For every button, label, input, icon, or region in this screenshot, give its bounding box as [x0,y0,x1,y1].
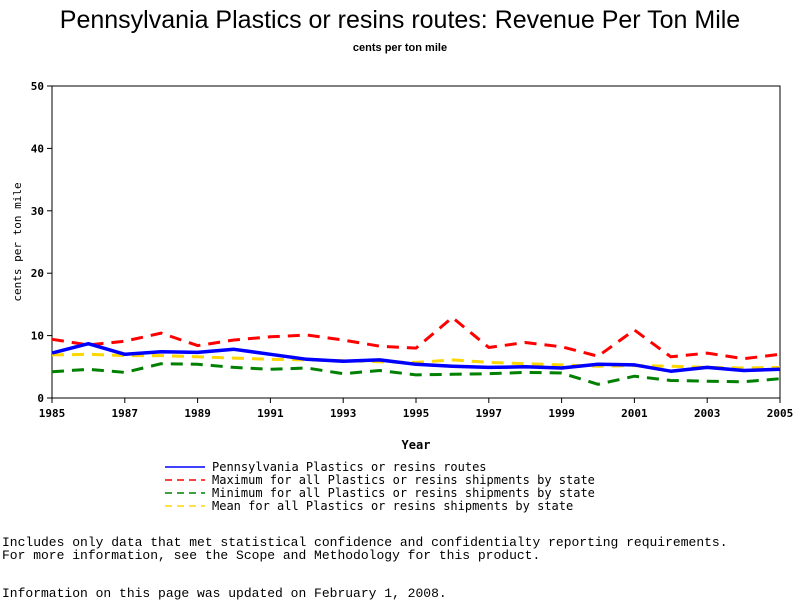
x-tick-label: 1991 [257,407,284,420]
y-tick-label: 0 [37,392,44,405]
x-axis: 1985 1987 1989 1991 1993 1995 1997 1999 2001 2003… [39,398,794,420]
x-tick-label: 1985 [39,407,66,420]
y-axis: 0 10 20 30 40 50 [31,80,52,405]
x-tick-label: 1993 [330,407,357,420]
chart-subtitle: cents per ton mile [352,42,448,54]
footnote-updated: Information on this page was updated on … [2,586,447,601]
legend-label-1: Maximum for all Plastics or resins shipm… [212,473,595,487]
y-axis-label: cents per ton mile [11,182,24,301]
x-tick-label: 2001 [621,407,648,420]
series-line-1 [51,316,781,361]
series-line-0 [51,341,781,373]
y-tick-label: 30 [31,205,44,218]
legend-label-3: Mean for all Plastics or resins shipment… [212,499,573,513]
chart-title: Pennsylvania Plastics or resins routes: … [59,6,741,34]
x-tick-label: 2005 [767,407,794,420]
y-tick-label: 50 [31,80,44,93]
y-tick-label: 10 [31,330,44,343]
footnote-methodology: For more information, see the Scope and … [2,548,541,563]
y-tick-label: 40 [31,142,44,155]
x-tick-label: 1989 [184,407,211,420]
x-tick-label: 1999 [548,407,575,420]
legend: Pennsylvania Plastics or resins routesMa… [165,460,595,513]
series-lines [51,316,781,386]
x-tick-label: 2003 [694,407,721,420]
x-tick-label: 1997 [476,407,503,420]
x-axis-label: Year [402,438,431,452]
series-line-2 [51,362,781,386]
series-line-3 [51,352,781,370]
legend-label-2: Minimum for all Plastics or resins shipm… [212,486,595,500]
legend-label-0: Pennsylvania Plastics or resins routes [212,460,487,474]
footnote-confidence: Includes only data that met statistical … [2,535,728,550]
x-tick-label: 1995 [403,407,430,420]
y-tick-label: 20 [31,267,44,280]
x-tick-label: 1987 [112,407,139,420]
